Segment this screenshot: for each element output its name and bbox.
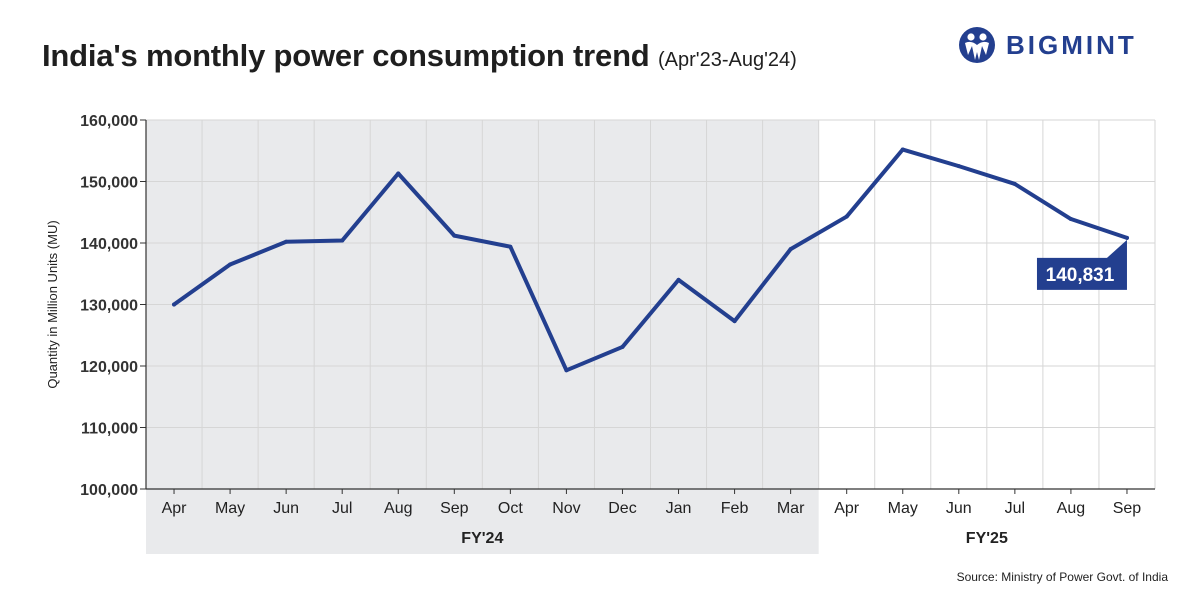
data-point bbox=[284, 239, 289, 244]
x-tick-label: Dec bbox=[608, 500, 636, 517]
data-point bbox=[844, 214, 849, 219]
annotation-callout bbox=[1036, 239, 1127, 290]
x-tick-label: Apr bbox=[162, 500, 188, 517]
x-tick-label: May bbox=[215, 500, 245, 517]
x-tick-label: Jan bbox=[666, 500, 692, 517]
source-note: Source: Ministry of Power Govt. of India bbox=[956, 570, 1168, 584]
x-tick-label: Jul bbox=[1005, 500, 1025, 517]
brand-logo: BIGMINT bbox=[958, 26, 1137, 64]
data-point bbox=[788, 247, 793, 252]
data-point bbox=[900, 147, 905, 152]
x-tick-label: Jul bbox=[332, 500, 352, 517]
x-tick-label: Jun bbox=[273, 500, 299, 517]
y-tick-label: 140,000 bbox=[80, 236, 138, 253]
data-point bbox=[228, 262, 233, 267]
group-label: FY'24 bbox=[461, 530, 503, 547]
x-tick-label: Sep bbox=[440, 500, 469, 517]
x-tick-label: Jun bbox=[946, 500, 972, 517]
data-point bbox=[508, 244, 513, 249]
y-axis-title: Quantity in Million Units (MU) bbox=[45, 220, 60, 388]
data-point bbox=[396, 171, 401, 176]
chart-title-block: India's monthly power consumption trend … bbox=[42, 38, 797, 74]
y-tick-label: 120,000 bbox=[80, 359, 138, 376]
data-point bbox=[732, 319, 737, 324]
chart-series bbox=[172, 147, 1129, 373]
x-tick-label: Feb bbox=[721, 500, 749, 517]
data-point bbox=[564, 368, 569, 373]
x-tick-label: Mar bbox=[777, 500, 805, 517]
data-point bbox=[1068, 217, 1073, 222]
y-tick-label: 100,000 bbox=[80, 482, 138, 499]
data-point bbox=[676, 277, 681, 282]
chart-title: India's monthly power consumption trend bbox=[42, 38, 650, 73]
x-tick-label: Sep bbox=[1113, 500, 1142, 517]
x-tick-label: Apr bbox=[834, 500, 860, 517]
bigmint-people-icon bbox=[959, 27, 995, 63]
data-point bbox=[340, 238, 345, 243]
x-tick-label: Nov bbox=[552, 500, 580, 517]
data-point bbox=[1012, 181, 1017, 186]
data-point bbox=[956, 164, 961, 169]
group-label: FY'25 bbox=[966, 530, 1008, 547]
chart-labels: 140,831 bbox=[1036, 239, 1127, 290]
logo-text: BIGMINT bbox=[1006, 29, 1137, 60]
data-point bbox=[452, 233, 457, 238]
series-line bbox=[172, 147, 1129, 373]
annotation-label: 140,831 bbox=[1046, 265, 1115, 286]
x-tick-label: Oct bbox=[498, 500, 523, 517]
data-point bbox=[1124, 235, 1129, 240]
shaded-region-band bbox=[146, 489, 819, 554]
data-point bbox=[172, 302, 177, 307]
y-tick-label: 110,000 bbox=[81, 421, 138, 438]
x-tick-label: Aug bbox=[1057, 500, 1085, 517]
y-tick-label: 150,000 bbox=[80, 175, 138, 192]
y-tick-label: 130,000 bbox=[80, 298, 138, 315]
y-tick-label: 160,000 bbox=[80, 113, 138, 130]
chart-subtitle: (Apr'23-Aug'24) bbox=[658, 49, 797, 71]
data-point bbox=[620, 344, 625, 349]
x-tick-label: May bbox=[888, 500, 918, 517]
x-tick-label: Aug bbox=[384, 500, 412, 517]
chart-axes: 100,000 110,000 120,000 130,000 140,000 150,0… bbox=[45, 113, 1155, 547]
